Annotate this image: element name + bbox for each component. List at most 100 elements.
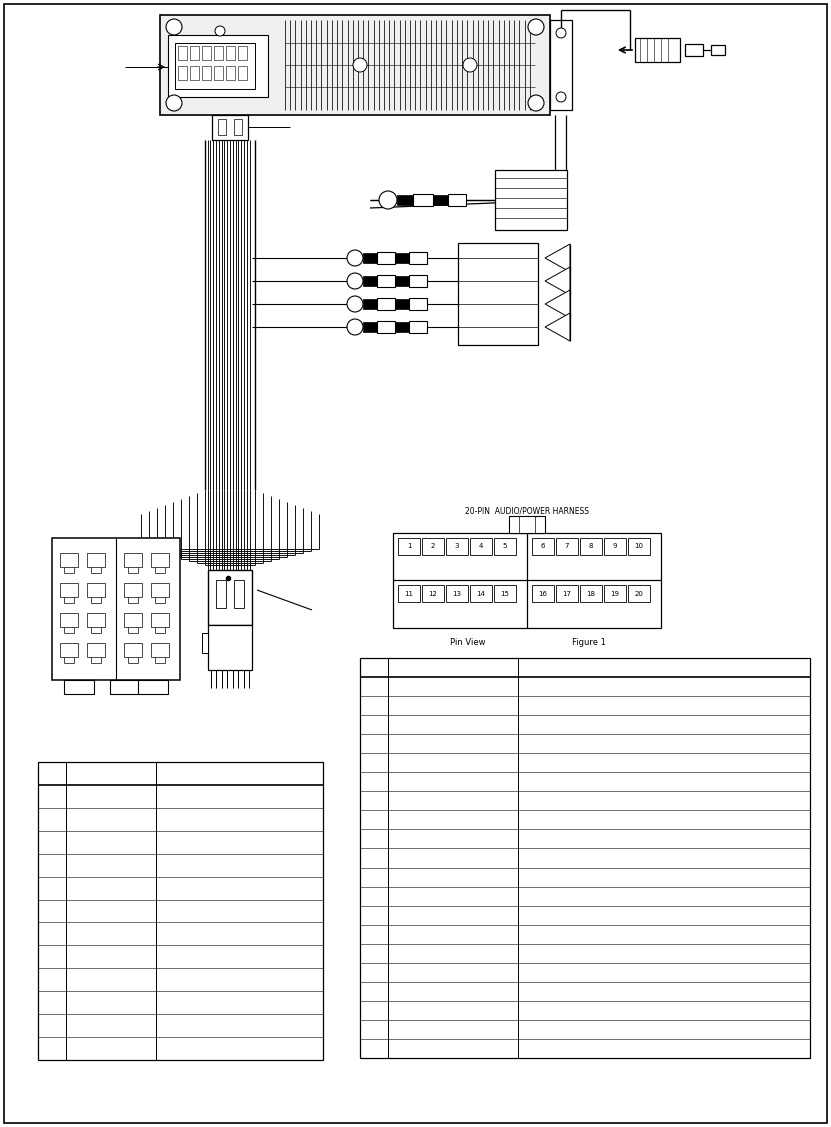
Bar [226, 66, 235, 80]
Bar [711, 45, 725, 55]
Bar [409, 275, 427, 287]
Bar [448, 194, 466, 206]
Bar [628, 538, 650, 554]
Bar [124, 613, 142, 627]
Circle shape [353, 57, 367, 72]
Text: 4: 4 [479, 543, 483, 550]
Bar [494, 538, 516, 554]
Bar [550, 20, 572, 110]
Bar [532, 585, 554, 602]
Bar [234, 119, 242, 135]
Polygon shape [545, 245, 570, 272]
Bar [580, 585, 602, 602]
Bar [226, 46, 235, 60]
Bar [446, 585, 468, 602]
Bar [395, 299, 409, 309]
Bar [124, 583, 142, 597]
Bar [422, 538, 444, 554]
Polygon shape [545, 290, 570, 318]
Bar [363, 276, 377, 286]
Circle shape [347, 250, 363, 266]
Bar [151, 644, 169, 657]
Bar [64, 680, 94, 694]
Bar [377, 252, 395, 264]
Bar [151, 553, 169, 567]
Bar [395, 252, 409, 263]
Bar [175, 43, 255, 89]
Bar [397, 195, 413, 205]
Bar [110, 680, 140, 694]
Bar [234, 580, 244, 607]
Bar [628, 585, 650, 602]
Text: 7: 7 [565, 543, 569, 550]
Bar [556, 538, 578, 554]
Bar [422, 585, 444, 602]
Text: 20-PIN  AUDIO/POWER HARNESS: 20-PIN AUDIO/POWER HARNESS [465, 506, 589, 515]
Bar [238, 66, 247, 80]
Bar [208, 625, 252, 669]
Text: 14: 14 [476, 591, 485, 596]
Polygon shape [545, 267, 570, 295]
Bar [495, 170, 567, 230]
Bar [218, 119, 226, 135]
Bar [202, 66, 211, 80]
Text: 10: 10 [635, 543, 643, 550]
Bar [52, 538, 180, 680]
Text: 3: 3 [455, 543, 460, 550]
Bar [413, 194, 433, 206]
Bar [398, 585, 420, 602]
Bar [377, 321, 395, 332]
Polygon shape [545, 313, 570, 341]
Bar [409, 298, 427, 310]
Bar [393, 533, 661, 628]
Bar [160, 15, 550, 115]
Bar [124, 644, 142, 657]
Bar [238, 46, 247, 60]
Text: Pin View: Pin View [450, 638, 486, 647]
Bar [494, 585, 516, 602]
Bar [178, 46, 187, 60]
Bar [377, 275, 395, 287]
Text: 19: 19 [611, 591, 619, 596]
Bar [87, 553, 105, 567]
Bar [60, 553, 78, 567]
Text: 8: 8 [588, 543, 593, 550]
Bar [87, 613, 105, 627]
Text: 13: 13 [453, 591, 461, 596]
Bar [178, 66, 187, 80]
Bar [363, 322, 377, 332]
Bar [532, 538, 554, 554]
Bar [124, 553, 142, 567]
Text: 18: 18 [587, 591, 596, 596]
Bar [208, 570, 252, 625]
Bar [433, 195, 448, 205]
Circle shape [166, 95, 182, 110]
Bar [409, 321, 427, 332]
Circle shape [379, 190, 397, 208]
Bar [685, 44, 703, 56]
Circle shape [556, 92, 566, 103]
Bar [509, 516, 545, 533]
Bar [190, 66, 199, 80]
Bar [604, 585, 626, 602]
Text: 6: 6 [541, 543, 545, 550]
Circle shape [347, 319, 363, 335]
Bar [60, 644, 78, 657]
Bar [398, 538, 420, 554]
Bar [635, 38, 680, 62]
Circle shape [528, 95, 544, 110]
Circle shape [463, 57, 477, 72]
Bar [138, 680, 168, 694]
Bar [395, 276, 409, 286]
Bar [60, 613, 78, 627]
Circle shape [556, 28, 566, 38]
Bar [363, 299, 377, 309]
Text: 5: 5 [503, 543, 507, 550]
Bar [87, 583, 105, 597]
Bar [470, 538, 492, 554]
Bar [214, 46, 223, 60]
Circle shape [528, 19, 544, 35]
Bar [151, 583, 169, 597]
Bar [604, 538, 626, 554]
Bar [363, 252, 377, 263]
